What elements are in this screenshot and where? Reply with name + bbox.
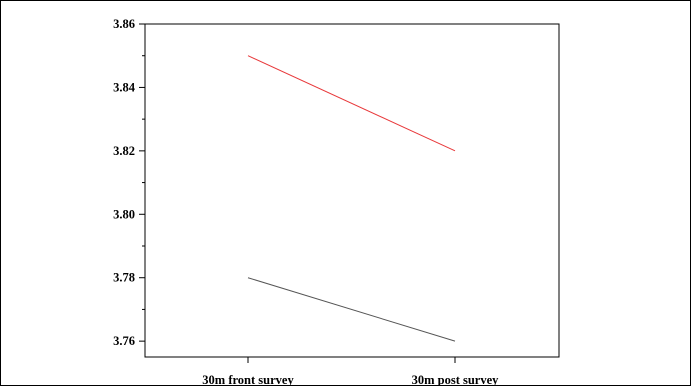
y-tick-label: 3.84 [113, 80, 136, 94]
series-line-2 [247, 277, 456, 342]
x-tick-label: 30m post survey [412, 373, 500, 386]
x-tick-label: 30m front survey [202, 373, 294, 386]
x-axis: 30m front survey 30m post survey [202, 357, 499, 386]
y-axis: 3.76 3.78 3.80 3.82 3.84 3.86 [113, 17, 145, 348]
y-tick-label: 3.82 [113, 144, 135, 158]
y-tick-label: 3.76 [113, 334, 135, 348]
y-tick-label: 3.86 [113, 17, 135, 31]
plot-area [144, 23, 560, 358]
y-tick-label: 3.78 [113, 271, 135, 285]
series-line-1 [247, 55, 456, 152]
series-layer [247, 55, 456, 342]
y-tick-label: 3.80 [113, 207, 135, 221]
